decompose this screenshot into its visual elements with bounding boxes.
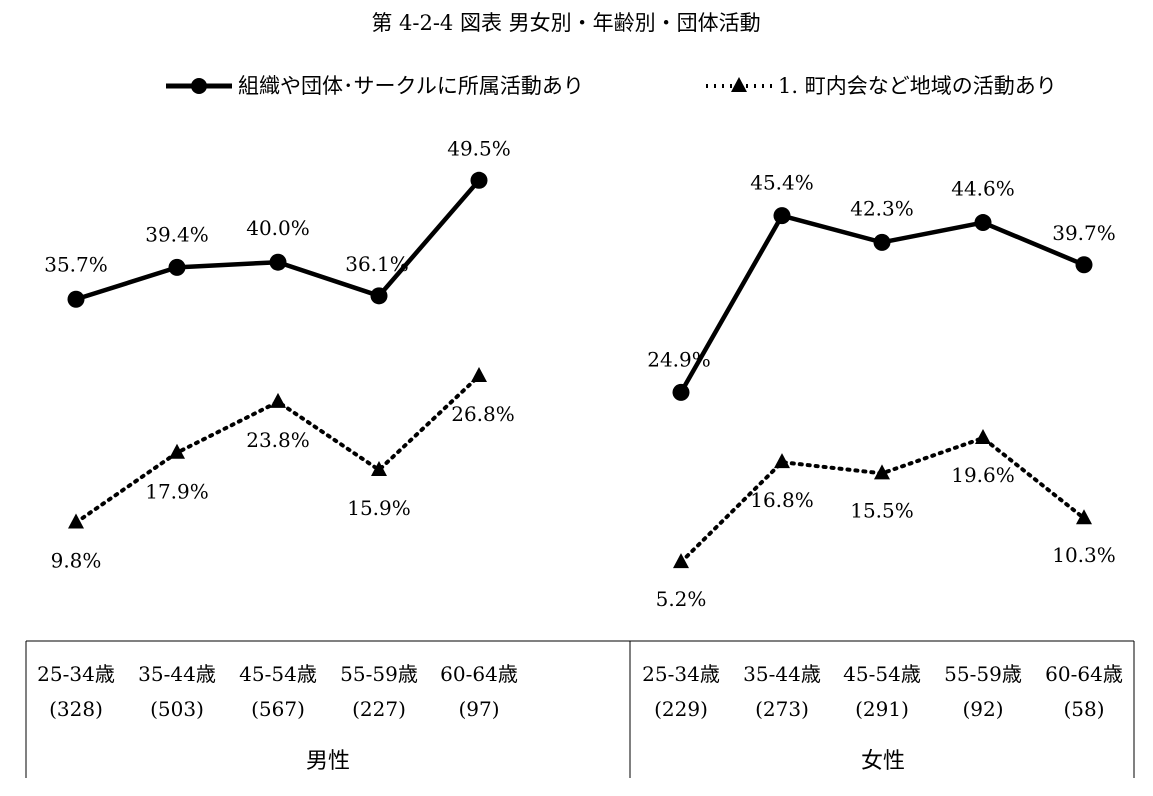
data-point-triangle: [1076, 509, 1092, 525]
data-point-triangle: [169, 443, 185, 459]
data-point-circle: [873, 233, 891, 251]
x-tick-label: 55-59歳: [340, 662, 418, 686]
data-point-circle: [370, 287, 388, 305]
data-point-triangle: [673, 553, 689, 569]
group-label-male: 男性: [306, 749, 350, 774]
data-point-triangle: [270, 392, 286, 408]
x-tick-label: 35-44歳: [138, 662, 216, 686]
data-point-triangle: [975, 429, 991, 445]
data-point-circle: [269, 253, 287, 271]
data-label: 9.8%: [51, 549, 102, 573]
data-label: 35.7%: [44, 252, 108, 276]
data-label: 40.0%: [246, 216, 310, 240]
sample-count-label: (227): [352, 697, 406, 721]
sample-count-label: (92): [962, 697, 1003, 721]
data-point-circle: [470, 171, 488, 189]
data-point-circle: [672, 383, 690, 401]
data-point-circle: [168, 258, 186, 276]
sample-count-label: (273): [755, 697, 809, 721]
data-label: 23.8%: [246, 428, 310, 452]
data-label: 42.3%: [850, 196, 914, 220]
data-label: 17.9%: [145, 480, 209, 504]
data-point-circle: [974, 214, 992, 232]
data-label: 24.9%: [647, 347, 711, 371]
sample-count-label: (503): [150, 697, 204, 721]
sample-count-label: (567): [251, 697, 305, 721]
data-label: 19.6%: [951, 463, 1015, 487]
data-label: 15.5%: [850, 498, 914, 522]
data-point-circle: [1075, 256, 1093, 274]
data-label: 44.6%: [951, 177, 1015, 201]
data-label: 26.8%: [451, 402, 515, 426]
plot-area: 35.7% 39.4% 40.0% 36.1% 49.5% 9.8% 17.9% 23.8% 1…: [37, 136, 1123, 774]
data-point-circle: [773, 207, 791, 225]
data-point-circle: [67, 290, 85, 308]
sample-count-label: (229): [654, 697, 708, 721]
data-label: 10.3%: [1052, 543, 1116, 567]
data-point-triangle: [874, 464, 890, 480]
x-tick-label: 45-54歳: [843, 662, 921, 686]
data-label: 49.5%: [447, 136, 511, 160]
x-tick-label: 25-34歳: [37, 662, 115, 686]
data-label: 5.2%: [656, 587, 707, 611]
data-label: 36.1%: [345, 252, 409, 276]
chart-title: 第 4-2-4 図表 男女別・年齢別・団体活動: [371, 11, 760, 35]
category-table: [25, 640, 1135, 778]
sample-count-label: (291): [855, 697, 909, 721]
legend-triangle-marker-icon: [731, 77, 747, 92]
data-label: 45.4%: [750, 171, 814, 195]
data-label: 39.4%: [145, 222, 209, 246]
x-tick-label: 35-44歳: [743, 662, 821, 686]
sample-count-label: (97): [458, 697, 499, 721]
x-tick-label: 55-59歳: [944, 662, 1022, 686]
data-label: 15.9%: [347, 496, 411, 520]
x-tick-label: 25-34歳: [642, 662, 720, 686]
legend-label-organization: 組織や団体･サークルに所属活動あり: [238, 74, 584, 98]
sample-count-label: (328): [49, 697, 103, 721]
legend: 組織や団体･サークルに所属活動あり 1. 町内会など地域の活動あり: [166, 74, 1057, 98]
x-tick-label: 60-64歳: [440, 662, 518, 686]
x-tick-label: 60-64歳: [1045, 662, 1123, 686]
x-tick-label: 45-54歳: [239, 662, 317, 686]
sample-count-label: (58): [1063, 697, 1104, 721]
group-label-female: 女性: [861, 749, 905, 774]
data-point-triangle: [68, 513, 84, 529]
data-point-triangle: [471, 366, 487, 382]
data-point-triangle: [371, 460, 387, 476]
legend-circle-marker-icon: [191, 78, 207, 94]
data-point-triangle: [774, 453, 790, 469]
legend-label-community: 1. 町内会など地域の活動あり: [778, 74, 1057, 98]
data-label: 39.7%: [1052, 221, 1116, 245]
data-label: 16.8%: [750, 488, 814, 512]
